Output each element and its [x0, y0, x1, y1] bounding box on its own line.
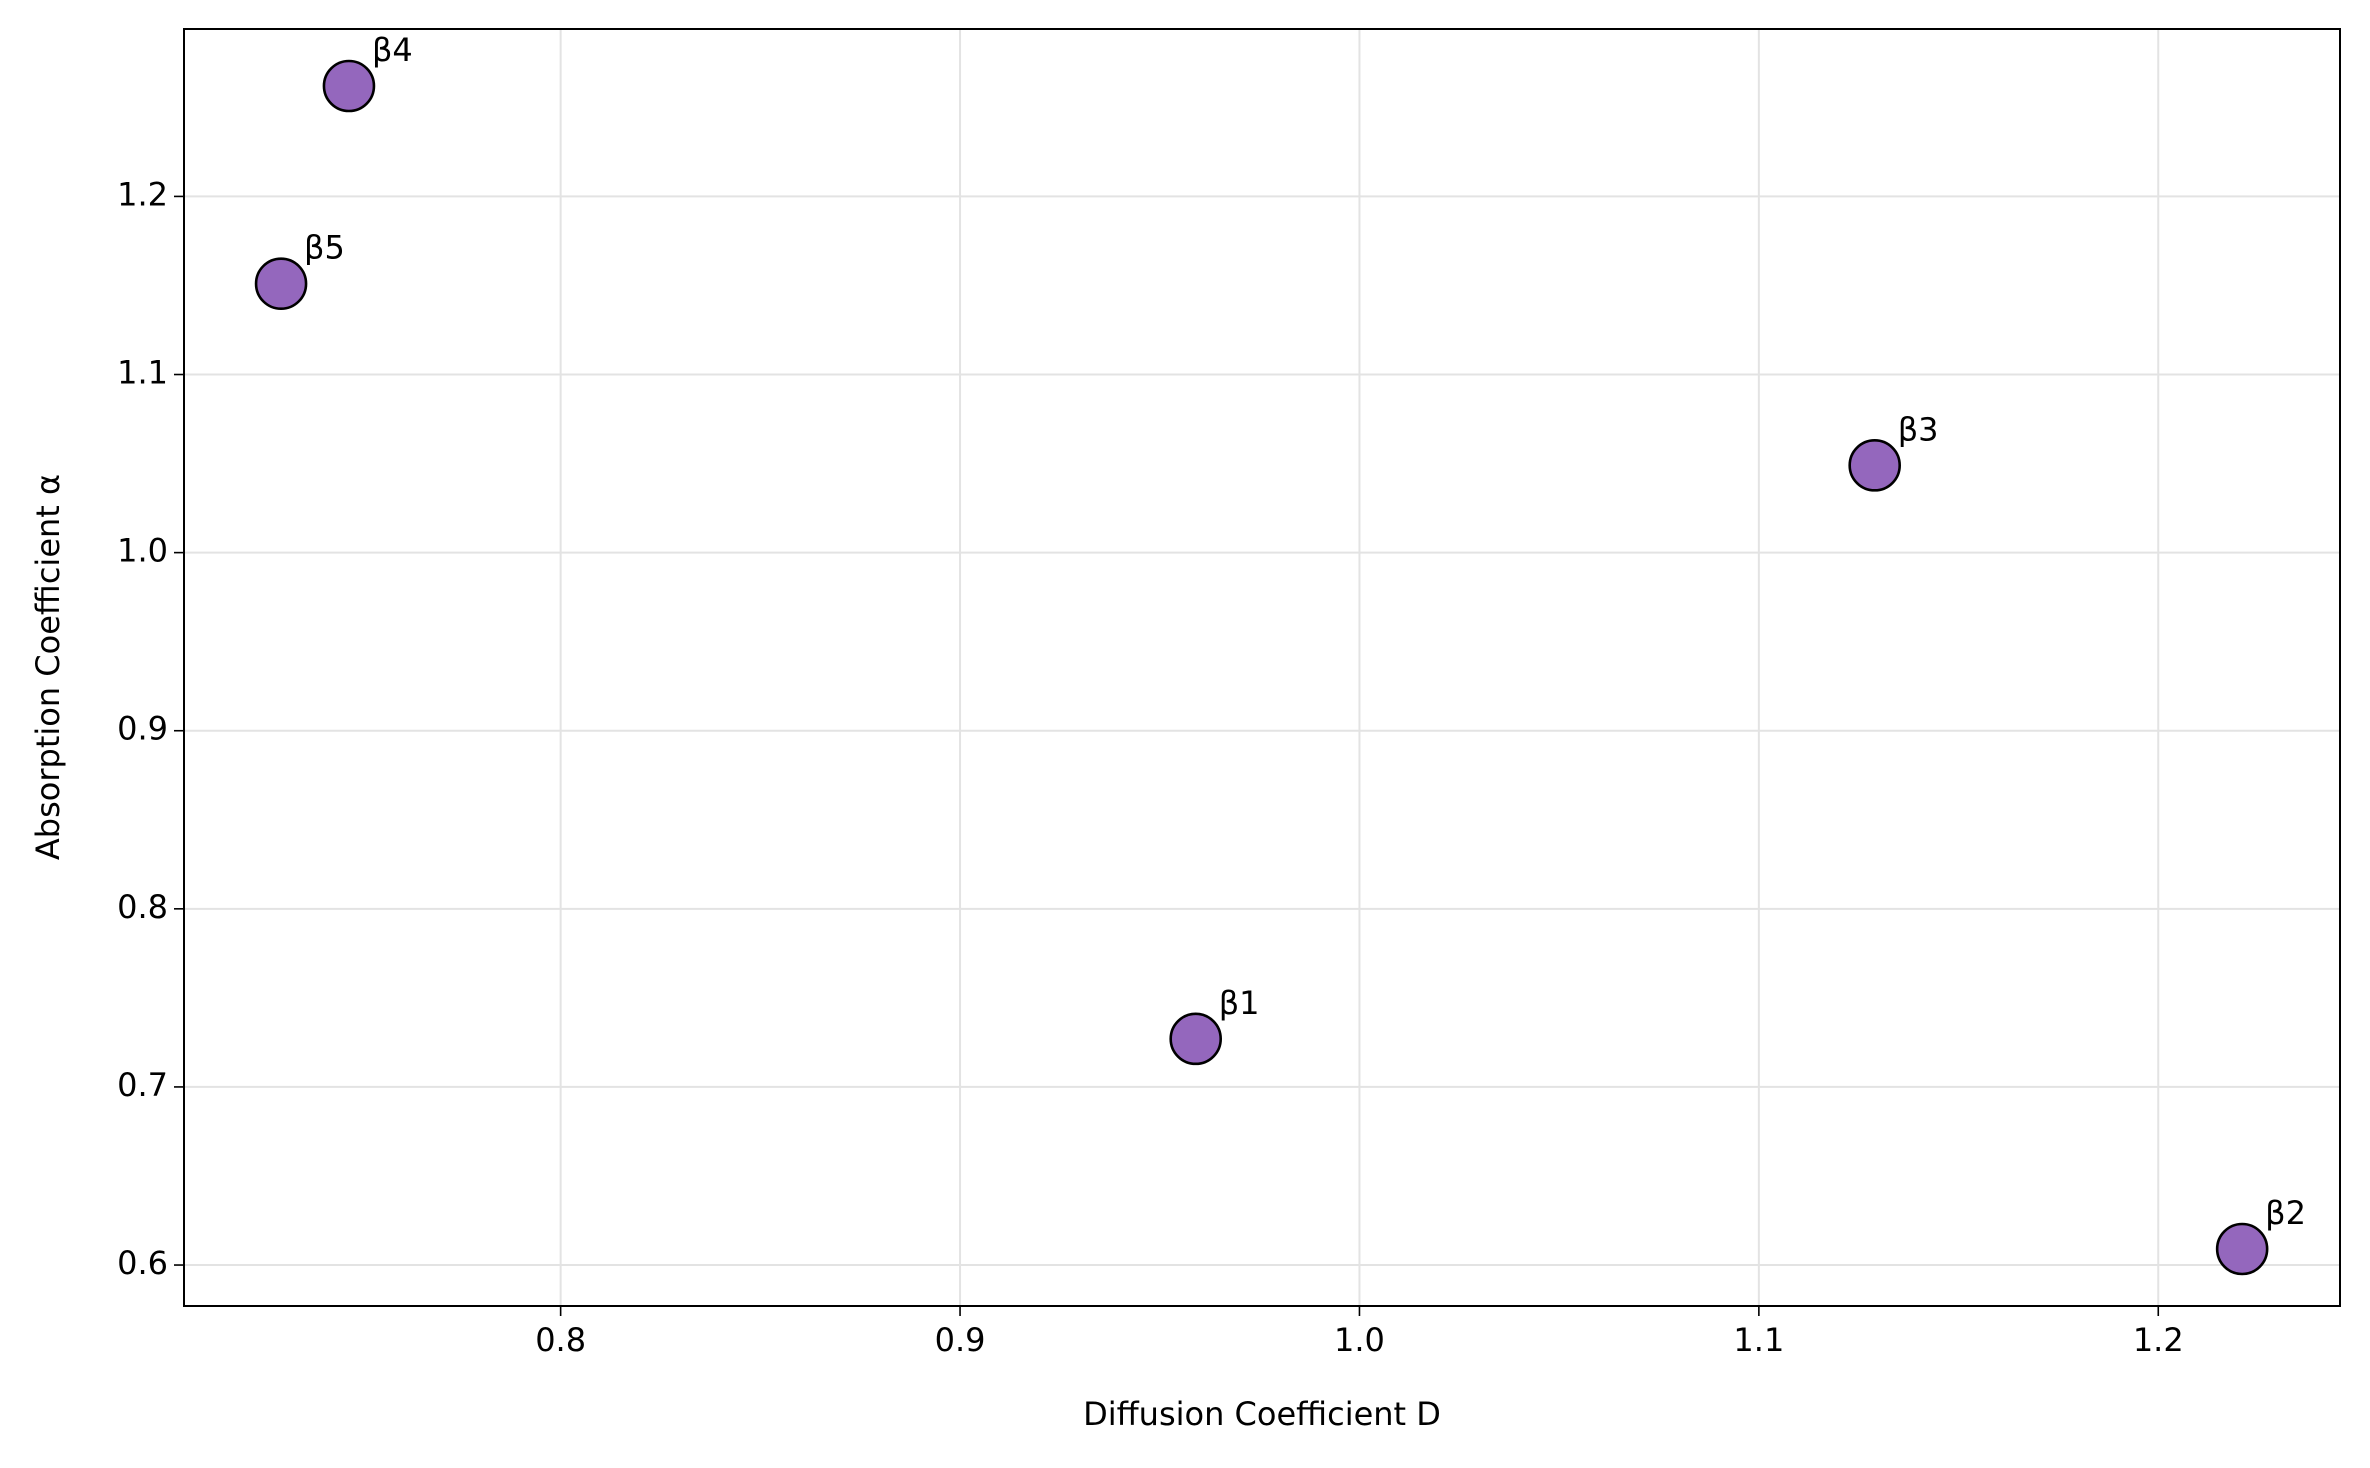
y-tick-label: 1.0: [117, 532, 168, 570]
x-tick-label: 1.2: [2133, 1321, 2184, 1359]
plot-frame: [183, 28, 2341, 1307]
x-tick-label: 1.0: [1334, 1321, 1385, 1359]
y-tick-label: 0.8: [117, 888, 168, 926]
x-tick-label: 0.8: [535, 1321, 586, 1359]
y-tick-label: 1.1: [117, 354, 168, 392]
point-label: β3: [1898, 410, 1939, 448]
y-tick-label: 1.2: [117, 175, 168, 213]
point: [254, 257, 308, 310]
point: [322, 59, 376, 113]
point: [1848, 439, 1901, 492]
y-axis-label: Absorption Coefficient α: [29, 474, 67, 860]
point: [2215, 1222, 2269, 1276]
y-tick-label: 0.6: [117, 1244, 168, 1282]
x-axis-label: Diffusion Coefficient D: [1083, 1395, 1441, 1433]
x-tick-label: 0.9: [935, 1321, 986, 1359]
y-tick-label: 0.9: [117, 710, 168, 748]
y-tick-label: 0.7: [117, 1066, 168, 1104]
point-label: β1: [1219, 984, 1260, 1022]
point-label: β4: [372, 31, 413, 69]
grid: [184, 29, 2340, 1306]
point-label: β2: [2265, 1194, 2306, 1232]
point: [1169, 1012, 1222, 1066]
x-tick-label: 1.1: [1733, 1321, 1784, 1359]
point-label: β5: [304, 229, 345, 267]
